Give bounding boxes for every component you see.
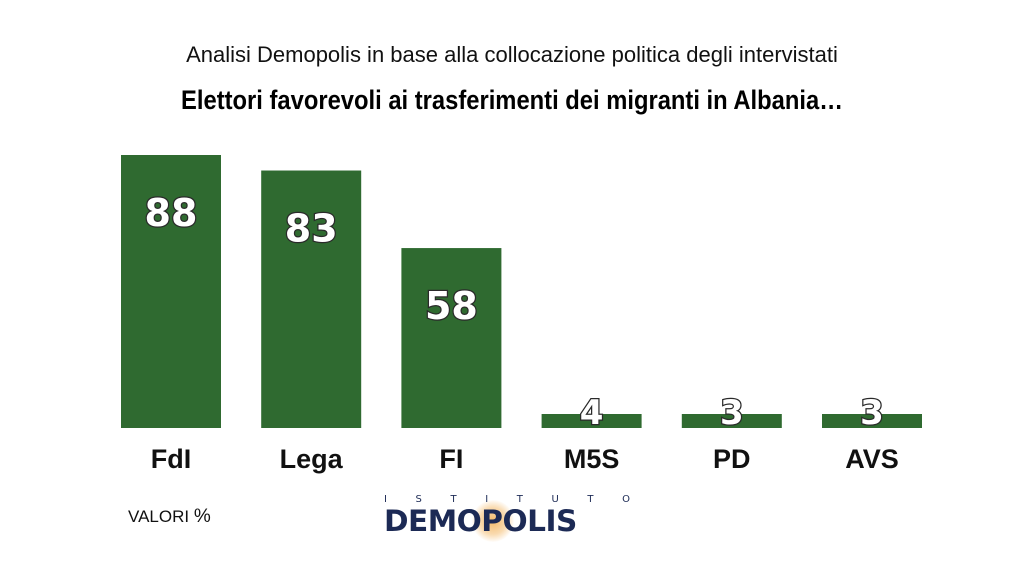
bar-pd — [681, 414, 782, 428]
bar-value-label: 3 — [720, 393, 744, 433]
chart-title: Elettori favorevoli ai trasferimenti dei… — [181, 85, 843, 115]
unit-text: VALORI — [128, 507, 190, 526]
category-label: Lega — [280, 444, 344, 474]
category-label: FdI — [151, 444, 192, 474]
demopolis-logo: I S T I T U T O DEMOPOLIS — [384, 494, 634, 544]
logo-letter: O — [622, 494, 630, 505]
category-label: PD — [713, 444, 751, 474]
chart-subtitle: Analisi Demopolis in base alla collocazi… — [186, 42, 838, 67]
bar-lega — [261, 170, 362, 429]
bar-value-label: 4 — [580, 393, 604, 433]
logo-istituto: I S T I T U T O — [384, 494, 630, 505]
bar-fi — [401, 248, 502, 428]
logo-letter: U — [551, 494, 559, 505]
logo-letter: T — [587, 494, 594, 505]
bar-m5s — [541, 414, 642, 428]
bar-avs — [822, 414, 922, 428]
logo-brand: DEMOPOLIS — [384, 504, 577, 538]
logo-halo — [472, 500, 514, 542]
bar-value-label: 3 — [860, 393, 884, 433]
bar-value-label: 58 — [425, 284, 478, 328]
category-label: FI — [439, 444, 463, 474]
unit-label: VALORI % — [128, 506, 211, 528]
logo-letter: S — [415, 494, 422, 505]
bar-value-label: 83 — [285, 207, 338, 251]
logo-letter: T — [516, 494, 523, 505]
logo-letter: T — [450, 494, 457, 505]
bar-value-label: 88 — [145, 191, 198, 235]
category-label: M5S — [564, 444, 620, 474]
logo-letter: I — [485, 494, 489, 505]
bar-fdi — [121, 155, 221, 428]
bar-chart: 88 FdI 83 Lega 58 FI 4 M5S 3 PD 3 AVS — [121, 155, 922, 474]
category-label: AVS — [845, 444, 899, 474]
logo-letter: I — [384, 494, 387, 505]
unit-symbol: % — [193, 506, 211, 527]
